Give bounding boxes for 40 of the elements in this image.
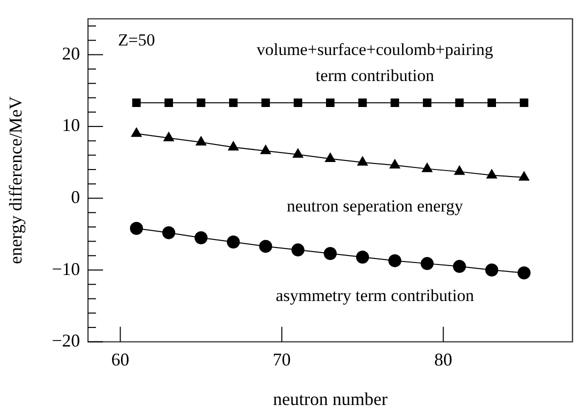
point	[324, 247, 337, 260]
point	[420, 257, 434, 270]
point	[164, 98, 173, 108]
y-axis-title: energy difference/MeV	[6, 96, 26, 264]
y-tick-label: 0	[71, 186, 80, 207]
series-label: volume+surface+coulomb+pairing term contribution	[256, 40, 494, 86]
point	[294, 98, 302, 108]
point	[452, 260, 466, 273]
point	[196, 98, 206, 108]
point	[388, 254, 402, 268]
point	[291, 243, 304, 256]
point	[162, 226, 176, 240]
x-axis-title: neutron number	[273, 388, 388, 409]
point	[390, 98, 400, 108]
point	[356, 250, 370, 264]
series-label: asymmetry term contribution	[276, 286, 474, 306]
point	[485, 264, 498, 277]
point	[488, 98, 496, 108]
point	[518, 266, 531, 280]
point	[358, 98, 367, 108]
point	[226, 236, 240, 249]
point	[261, 98, 270, 108]
series-label: neutron seperation energy	[286, 196, 464, 216]
point	[132, 98, 141, 108]
point	[130, 222, 143, 235]
point	[422, 98, 432, 108]
point	[229, 98, 238, 108]
point	[259, 240, 272, 253]
point	[455, 98, 464, 108]
point	[194, 231, 208, 244]
x-tick-label: 60	[111, 349, 130, 370]
x-tick-label: 80	[434, 349, 452, 370]
y-tick-label: 10	[62, 115, 80, 136]
y-tick-label: −20	[52, 330, 80, 351]
y-tick-label: 20	[62, 43, 80, 64]
annotation: Z=50	[118, 30, 155, 50]
x-tick-label: 70	[272, 349, 291, 370]
y-tick-label: −10	[52, 258, 80, 279]
point	[520, 98, 528, 108]
point	[326, 98, 334, 108]
